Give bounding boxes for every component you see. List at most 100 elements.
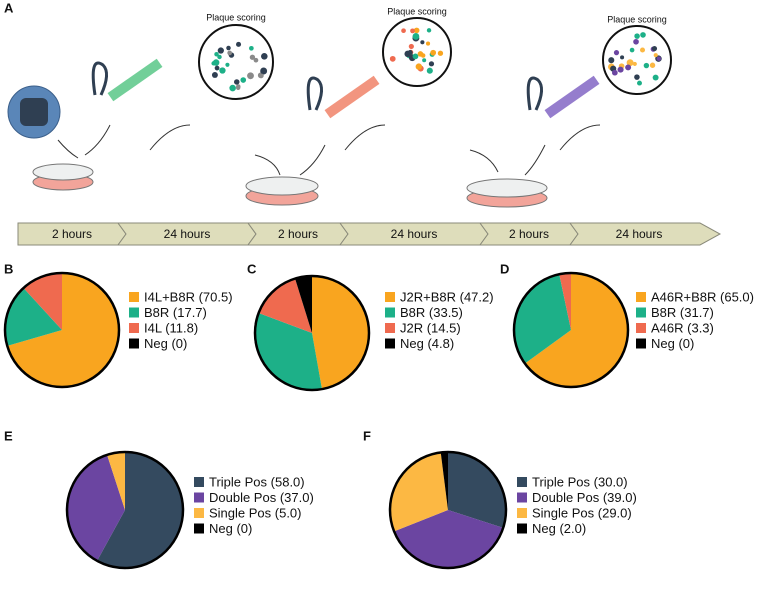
panel-label: F (363, 428, 371, 443)
plaque-dot (430, 49, 437, 56)
pie-slice (312, 276, 369, 390)
plaque-label: Plaque scoring (387, 6, 447, 16)
panel-label: C (247, 261, 257, 276)
pie-slice (7, 273, 119, 387)
plaque-dot (608, 57, 615, 64)
legend-label: Double Pos (37.0) (209, 490, 314, 505)
legend-swatch (129, 292, 139, 302)
pie-outline (65, 450, 185, 570)
plaque-dot (656, 56, 662, 61)
plaque-dot (613, 50, 620, 56)
legend-label: I4L+B8R (70.5) (144, 289, 233, 304)
legend-label: Neg (0) (209, 521, 252, 536)
legend-swatch (636, 292, 646, 302)
legend-label: B8R (17.7) (144, 305, 207, 320)
plaque-dot (249, 45, 254, 51)
plaque-dot (214, 65, 220, 71)
plaque-dot (640, 32, 646, 38)
pie-outline (388, 450, 508, 570)
pie-slice (448, 452, 506, 528)
plaque-dot (634, 33, 640, 39)
legend-label: A46R+B8R (65.0) (651, 289, 754, 304)
legend-label: I4L (11.8) (144, 320, 198, 335)
plaque-dot (629, 47, 635, 53)
legend-swatch (517, 492, 527, 503)
pie-slice (5, 287, 63, 346)
pie-slice (295, 276, 312, 333)
legend-swatch (385, 323, 395, 333)
plaque-dot (211, 71, 218, 78)
plaque-dot (261, 53, 268, 60)
plaque-circle (198, 24, 274, 100)
panel-label: D (500, 261, 509, 276)
plaque-dot (626, 59, 634, 67)
legend-label: Neg (0) (144, 336, 187, 351)
plaque-dot (412, 53, 419, 60)
legend-label: A46R (3.3) (651, 320, 714, 335)
plaque-dot (240, 77, 247, 83)
plaque-dot (637, 80, 642, 86)
plaque-dot (212, 59, 220, 66)
plaque-dot (625, 64, 632, 71)
plaque-dot (233, 79, 240, 85)
legend-label: Single Pos (29.0) (532, 505, 632, 520)
plaque-dot (617, 66, 624, 73)
legend-swatch (129, 338, 139, 349)
legend-swatch (385, 292, 395, 302)
plaque-dot (634, 74, 640, 80)
plaque-dot (412, 32, 420, 40)
legend-label: Triple Pos (30.0) (532, 474, 628, 489)
plaque-dot (408, 43, 414, 50)
plaque-dot (249, 54, 256, 60)
plaque-dot (247, 72, 254, 80)
legend-swatch (194, 477, 204, 487)
pie-slice (107, 452, 125, 510)
legend-label: Neg (2.0) (532, 521, 586, 536)
timeline-label: 24 hours (391, 227, 438, 241)
plaque-dot (643, 62, 650, 69)
legend-label: Neg (0) (651, 336, 694, 351)
panel-label: B (4, 261, 13, 276)
plaque-dot (389, 55, 396, 62)
legend-label: B8R (33.5) (400, 305, 463, 320)
crispr-icon (91, 58, 600, 119)
legend-label: Single Pos (5.0) (209, 505, 302, 520)
plaque-dot (639, 47, 646, 53)
pie-slice (258, 278, 312, 333)
plaque-circle (382, 17, 452, 87)
plaque-dot (226, 45, 231, 51)
legend-swatch (129, 323, 139, 333)
plaque-dot (235, 85, 241, 90)
plaque-dot (426, 41, 431, 46)
legend-swatch (129, 307, 139, 318)
pie-outline (512, 271, 630, 389)
plaque-dot (426, 67, 433, 74)
legend-swatch (194, 523, 204, 534)
pie-slice (97, 452, 183, 568)
plaque-dot (253, 57, 259, 63)
plaque-dots (211, 27, 662, 92)
pie-slice (440, 452, 448, 510)
plaque-dot (260, 67, 268, 75)
legend-swatch (194, 492, 204, 503)
plaque-dot (401, 28, 406, 34)
plaque-dot (428, 61, 435, 67)
plaque-dot (415, 63, 422, 70)
plaque-dot (413, 27, 420, 34)
virus-icon (7, 85, 61, 139)
plaque-dot (258, 73, 264, 79)
pie-slice (559, 273, 571, 330)
plaque-dot (420, 53, 426, 58)
plaque-dot (225, 62, 230, 67)
legend-label: Neg (4.8) (400, 336, 454, 351)
plaque-label: Plaque scoring (206, 12, 266, 22)
plaque-dot (437, 50, 444, 56)
timeline-label: 2 hours (278, 227, 318, 241)
legend-swatch (636, 338, 646, 349)
legend-label: Triple Pos (58.0) (209, 474, 305, 489)
panel-label: E (4, 428, 13, 443)
legend-swatch (517, 508, 527, 518)
legend-swatch (194, 508, 204, 518)
plaque-dot (219, 67, 226, 74)
pie-slice (23, 273, 63, 330)
